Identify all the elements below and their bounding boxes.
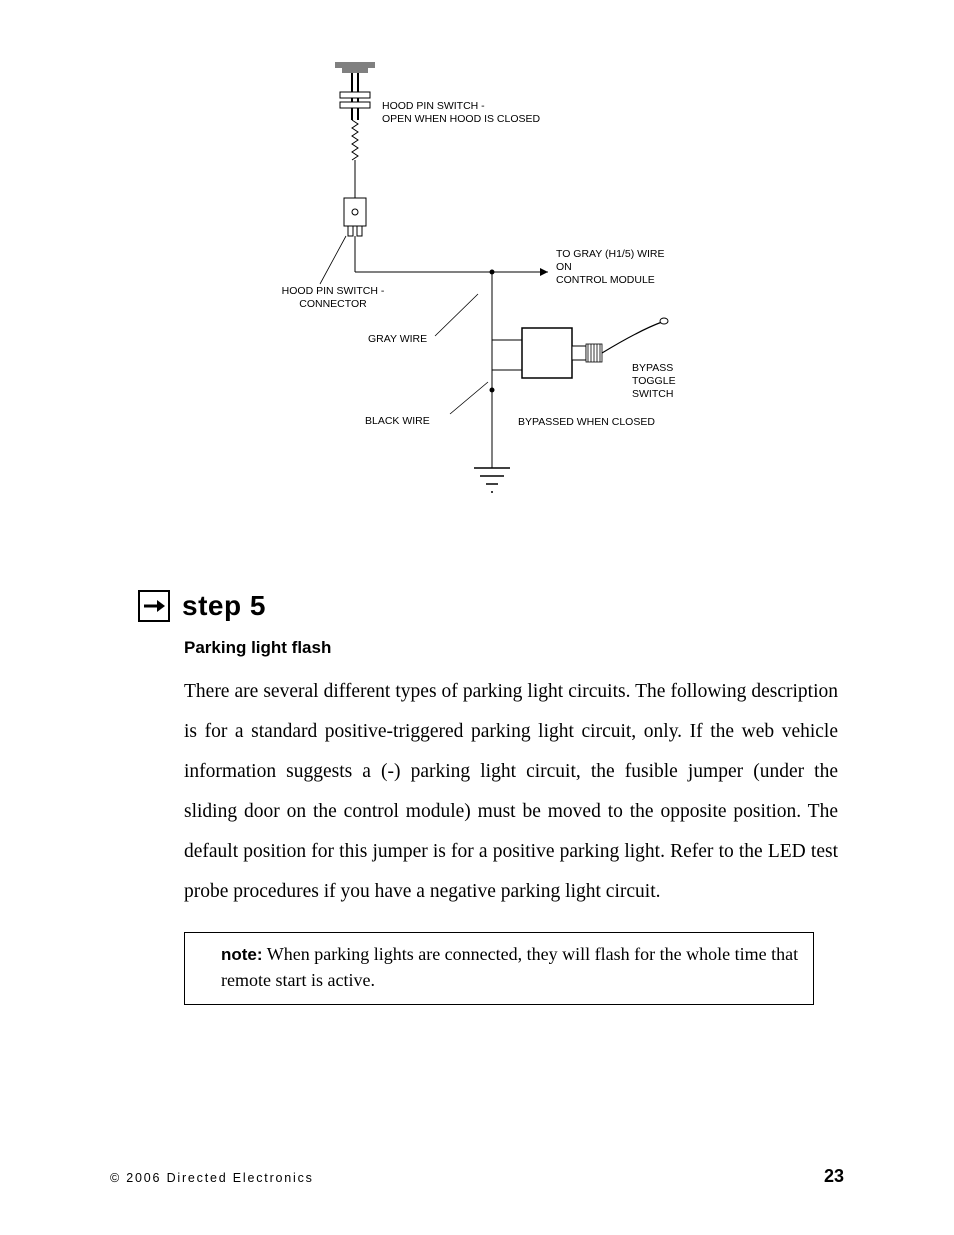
label-bypass-switch: BYPASSTOGGLESWITCH: [632, 362, 676, 401]
label-gray-wire: GRAY WIRE: [368, 333, 427, 346]
step-block: step 5 Parking light flash There are sev…: [138, 590, 838, 1005]
page-footer: © 2006 Directed Electronics 23: [110, 1166, 844, 1187]
page: HOOD PIN SWITCH -OPEN WHEN HOOD IS CLOSE…: [0, 0, 954, 1235]
wiring-diagram: HOOD PIN SWITCH -OPEN WHEN HOOD IS CLOSE…: [260, 60, 720, 510]
step-body: There are several different types of par…: [184, 672, 838, 912]
note-label: note:: [221, 945, 263, 964]
label-black-wire: BLACK WIRE: [365, 415, 430, 428]
arrow-icon: [138, 590, 170, 622]
step-subhead: Parking light flash: [184, 638, 838, 658]
copyright: © 2006 Directed Electronics: [110, 1171, 314, 1185]
note-body: When parking lights are connected, they …: [221, 944, 798, 991]
page-number: 23: [824, 1166, 844, 1187]
label-to-gray: TO GRAY (H1/5) WIREONCONTROL MODULE: [556, 248, 665, 287]
note-box: note: When parking lights are connected,…: [184, 932, 814, 1005]
step-title: step 5: [182, 590, 266, 622]
label-hood-pin-open: HOOD PIN SWITCH -OPEN WHEN HOOD IS CLOSE…: [382, 100, 540, 126]
label-bypassed: BYPASSED WHEN CLOSED: [518, 416, 655, 429]
label-hood-pin-connector: HOOD PIN SWITCH -CONNECTOR: [268, 285, 398, 311]
step-header: step 5: [138, 590, 838, 622]
